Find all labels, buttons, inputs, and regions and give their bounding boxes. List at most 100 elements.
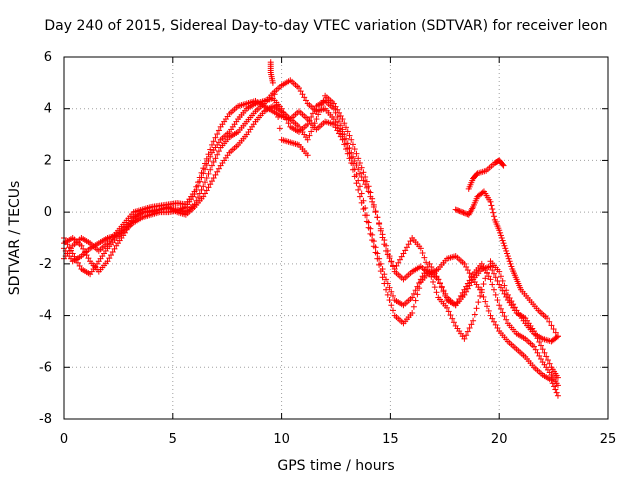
data-point-marker [489, 281, 496, 288]
data-point-marker [421, 254, 428, 261]
data-point-marker [499, 309, 506, 316]
data-point-marker [125, 223, 132, 230]
data-point-marker [205, 184, 212, 191]
data-point-marker [349, 166, 356, 173]
data-point-marker [405, 241, 412, 248]
data-point-marker [504, 291, 511, 298]
data-point-marker [479, 189, 486, 196]
data-point-marker [334, 113, 341, 120]
data-point-marker [412, 287, 419, 294]
data-point-marker [492, 321, 499, 328]
data-point-marker [332, 124, 339, 131]
data-point-marker [548, 377, 555, 384]
data-point-marker [485, 263, 492, 270]
data-point-marker [360, 206, 367, 213]
data-point-marker [478, 260, 485, 267]
data-point-marker [215, 148, 222, 155]
data-point-marker [494, 297, 501, 304]
data-point-marker [536, 338, 543, 345]
data-point-marker [539, 346, 546, 353]
data-point-marker [106, 255, 113, 262]
x-tick-label: 0 [60, 432, 68, 447]
data-point-marker [443, 304, 450, 311]
data-point-marker [463, 332, 470, 339]
data-point-marker [337, 133, 344, 140]
data-point-marker [356, 193, 363, 200]
data-point-marker [320, 97, 327, 104]
data-point-marker [196, 174, 203, 181]
data-point-marker [496, 268, 503, 275]
data-point-marker [85, 255, 92, 262]
data-point-marker [461, 260, 468, 267]
series-track-5 [267, 59, 311, 159]
y-tick-label: 2 [44, 153, 52, 168]
data-point-marker [553, 334, 560, 341]
plot-frame [63, 56, 609, 420]
data-point-marker [506, 258, 513, 265]
data-point-marker [477, 292, 484, 299]
data-point-marker [78, 242, 85, 249]
data-point-marker [461, 335, 468, 342]
data-point-marker [543, 353, 550, 360]
data-point-marker [383, 247, 390, 254]
data-point-marker [423, 267, 430, 274]
data-point-marker [553, 389, 560, 396]
y-tick-label: 4 [44, 102, 52, 117]
data-point-marker [504, 253, 511, 260]
data-point-marker [299, 91, 306, 98]
data-point-marker [111, 245, 118, 252]
data-point-marker [480, 293, 487, 300]
data-point-marker [336, 130, 343, 137]
data-point-marker [548, 322, 555, 329]
data-point-marker [450, 319, 457, 326]
data-point-marker [386, 297, 393, 304]
data-point-marker [203, 175, 210, 182]
data-point-marker [492, 291, 499, 298]
data-points [61, 59, 561, 399]
data-point-marker [507, 260, 514, 267]
data-point-marker [455, 207, 462, 214]
data-point-marker [370, 243, 377, 250]
data-point-marker [430, 278, 437, 285]
data-point-marker [504, 250, 511, 257]
data-point-marker [460, 209, 467, 216]
data-point-marker [423, 259, 430, 266]
data-point-marker [482, 298, 489, 305]
data-point-marker [128, 217, 135, 224]
data-point-marker [416, 285, 423, 292]
data-point-marker [544, 357, 551, 364]
data-point-marker [302, 97, 309, 104]
data-point-marker [480, 263, 487, 270]
data-point-marker [496, 281, 503, 288]
data-point-marker [537, 356, 544, 363]
data-point-marker [191, 188, 198, 195]
data-point-marker [490, 318, 497, 325]
data-point-marker [200, 183, 207, 190]
data-point-marker [341, 120, 348, 127]
data-point-marker [482, 275, 489, 282]
data-point-marker [470, 317, 477, 324]
data-point-marker [499, 277, 506, 284]
data-point-marker [499, 287, 506, 294]
x-tick-label: 10 [273, 432, 290, 447]
data-point-marker [490, 270, 497, 277]
data-point-marker [466, 324, 473, 331]
data-point-marker [466, 270, 473, 277]
data-point-marker [445, 308, 452, 315]
data-point-marker [463, 263, 470, 270]
data-point-marker [487, 312, 494, 319]
data-point-marker [304, 152, 311, 159]
data-point-marker [417, 245, 424, 252]
data-point-marker [494, 324, 501, 331]
data-point-marker [273, 102, 280, 109]
data-point-marker [353, 180, 360, 187]
data-point-marker [496, 302, 503, 309]
data-point-marker [537, 342, 544, 349]
data-point-marker [349, 141, 356, 148]
data-point-marker [363, 178, 370, 185]
data-point-marker [346, 155, 353, 162]
data-point-marker [410, 290, 417, 297]
data-point-marker [353, 162, 360, 169]
data-point-marker [386, 255, 393, 262]
data-point-marker [121, 229, 128, 236]
